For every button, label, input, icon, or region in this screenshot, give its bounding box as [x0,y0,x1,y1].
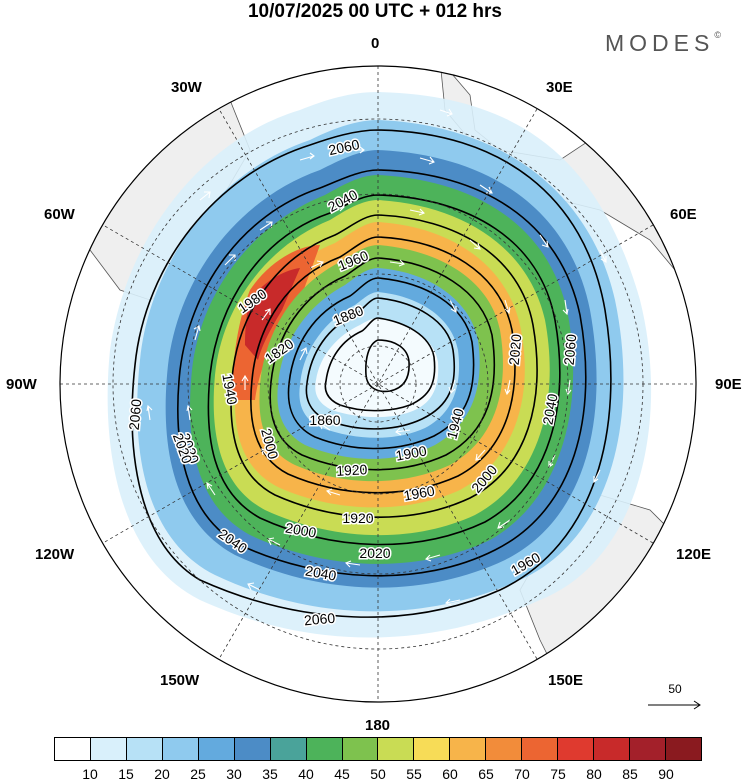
lon-label-150e: 150E [548,673,583,689]
lon-label-60e: 60E [670,207,697,223]
lon-label-150w: 150W [160,673,199,689]
colorbar-swatch [271,738,307,760]
contour-label: 2060 [561,333,580,366]
colorbar-swatch [522,738,558,760]
colorbar-swatch [558,738,594,760]
colorbar-swatch [127,738,163,760]
contour-label: 1860 [309,412,340,428]
colorbar-tick-label: 10 [70,766,110,782]
lon-label-30e: 30E [546,80,573,96]
colorbar-tick-label: 70 [502,766,542,782]
vector-scale-arrow [648,701,700,709]
contour-label: 2020 [506,333,525,366]
lon-label-0: 0 [371,36,379,52]
colorbar-swatch [450,738,486,760]
vector-scale-label: 50 [660,682,690,696]
colorbar-tick-label: 75 [538,766,578,782]
polar-stereographic-map: 2060 2040 1960 1880 1860 1820 1980 1900 … [0,0,750,735]
lon-label-90e: 90E [715,377,742,393]
lon-label-120e: 120E [676,547,711,563]
lon-label-120w: 120W [35,547,74,563]
lon-label-30w: 30W [171,80,202,96]
lon-label-60w: 60W [44,207,75,223]
colorbar-tick-label: 65 [466,766,506,782]
colorbar [54,737,702,761]
colorbar-swatch [307,738,343,760]
colorbar-tick-label: 80 [574,766,614,782]
colorbar-tick-label: 60 [430,766,470,782]
colorbar-tick-label: 20 [142,766,182,782]
colorbar-tick-label: 50 [358,766,398,782]
colorbar-swatch [666,738,701,760]
colorbar-swatch [486,738,522,760]
contour-label: 2060 [126,398,145,431]
lon-label-90w: 90W [6,377,37,393]
colorbar-swatch [343,738,379,760]
colorbar-tick-label: 40 [286,766,326,782]
map-disk [0,0,750,735]
colorbar-tick-label: 35 [250,766,290,782]
contour-label: 1920 [342,510,373,526]
colorbar-swatch [378,738,414,760]
colorbar-tick-label: 85 [610,766,650,782]
colorbar-tick-label: 15 [106,766,146,782]
colorbar-tick-label: 90 [646,766,686,782]
contour-label: 1920 [336,461,368,479]
colorbar-swatch [594,738,630,760]
colorbar-tick-label: 45 [322,766,362,782]
colorbar-swatch [630,738,666,760]
colorbar-swatch [235,738,271,760]
lon-label-180: 180 [365,718,390,734]
contour-label: 2020 [359,545,390,561]
contour-label: 2060 [303,610,336,629]
colorbar-tick-label: 25 [178,766,218,782]
colorbar-swatch [199,738,235,760]
colorbar-tick-label: 55 [394,766,434,782]
colorbar-swatch [163,738,199,760]
colorbar-tick-label: 30 [214,766,254,782]
colorbar-swatch [91,738,127,760]
colorbar-swatch [55,738,91,760]
colorbar-swatch [414,738,450,760]
